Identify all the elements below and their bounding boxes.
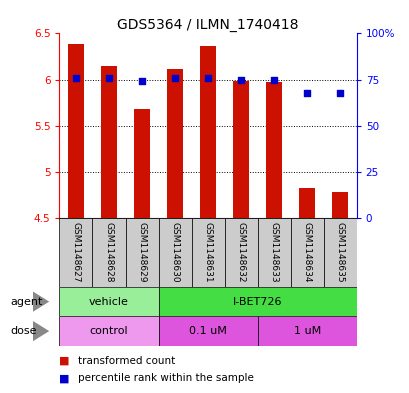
Text: GSM1148630: GSM1148630 [170, 222, 179, 283]
Point [106, 75, 112, 81]
Text: GSM1148635: GSM1148635 [335, 222, 344, 283]
Polygon shape [33, 292, 49, 312]
Bar [125, 218, 158, 287]
Point [237, 76, 244, 83]
Text: 1 uM: 1 uM [293, 326, 320, 336]
Bar [290, 218, 323, 287]
Bar [331, 192, 348, 218]
Bar [59, 287, 158, 316]
Point [171, 75, 178, 81]
Bar [191, 218, 224, 287]
Text: GSM1148631: GSM1148631 [203, 222, 212, 283]
Point [336, 89, 343, 95]
Bar [298, 187, 315, 218]
Text: percentile rank within the sample: percentile rank within the sample [78, 373, 253, 383]
Bar [166, 70, 183, 218]
Bar [257, 316, 356, 346]
Point [72, 75, 79, 81]
Bar [232, 81, 249, 218]
Bar [158, 218, 191, 287]
Text: ■: ■ [59, 356, 70, 366]
Bar [67, 44, 84, 218]
Bar [158, 316, 257, 346]
Text: agent: agent [10, 297, 43, 307]
Text: GSM1148627: GSM1148627 [71, 222, 80, 283]
Point [138, 78, 145, 84]
Bar [199, 46, 216, 218]
Bar [224, 218, 257, 287]
Polygon shape [33, 321, 49, 341]
Text: 0.1 uM: 0.1 uM [189, 326, 227, 336]
Text: ■: ■ [59, 373, 70, 383]
Text: GSM1148629: GSM1148629 [137, 222, 146, 283]
Text: GSM1148634: GSM1148634 [302, 222, 311, 283]
Text: dose: dose [10, 326, 37, 336]
Bar [323, 218, 356, 287]
Title: GDS5364 / ILMN_1740418: GDS5364 / ILMN_1740418 [117, 18, 298, 32]
Text: GSM1148632: GSM1148632 [236, 222, 245, 283]
Bar [59, 218, 92, 287]
Bar [92, 218, 125, 287]
Text: transformed count: transformed count [78, 356, 175, 366]
Point [303, 89, 310, 95]
Bar [101, 66, 117, 218]
Bar [133, 109, 150, 218]
Text: I-BET726: I-BET726 [232, 297, 282, 307]
Point [204, 75, 211, 81]
Text: control: control [90, 326, 128, 336]
Bar [158, 287, 356, 316]
Bar [265, 83, 282, 218]
Text: vehicle: vehicle [89, 297, 128, 307]
Point [270, 76, 277, 83]
Text: GSM1148633: GSM1148633 [269, 222, 278, 283]
Bar [59, 316, 158, 346]
Bar [257, 218, 290, 287]
Text: GSM1148628: GSM1148628 [104, 222, 113, 283]
